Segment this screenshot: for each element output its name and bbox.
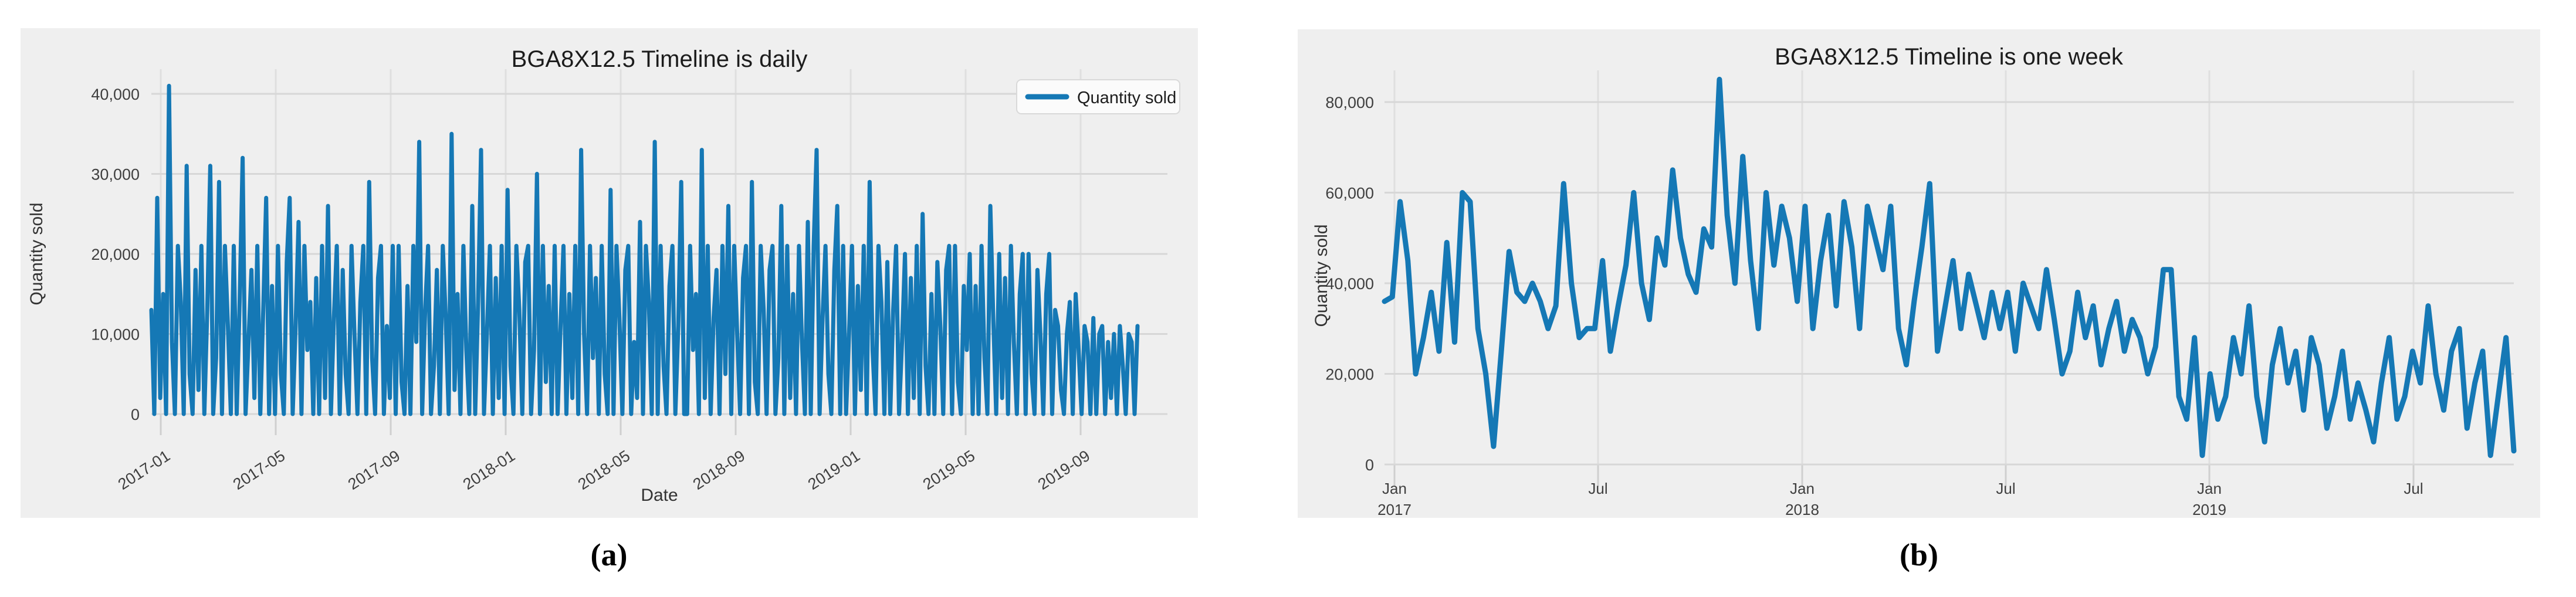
caption-b: (b) [1900,537,1938,572]
chart-b-title: BGA8X12.5 Timeline is one week [1775,44,2124,70]
series-line-quantity-sold [149,83,1140,416]
x-axis-tick-label: Jan [1790,480,1815,497]
series-line-quantity-sold [1382,76,2517,458]
chart-b-ylabel: Quantity sold [1312,224,1331,327]
y-axis-tick-label: 0 [131,406,140,423]
legend-label: Quantity sold [1077,89,1176,107]
caption-a: (a) [591,537,628,572]
x-axis-tick-label: Jan [1382,480,1407,497]
x-axis-tick-label-year: 2019 [2192,501,2226,518]
x-axis-tick-label: Jul [1588,480,1607,497]
y-axis-tick-label: 80,000 [1325,94,1374,111]
y-axis-tick-label: 20,000 [1325,366,1374,384]
chart-b-plot: 0 20,000 40,000 60,000 80,000 Jan 2017 Jul Jan 20… [1325,70,2517,518]
x-axis-tick-label: Jul [1996,480,2015,497]
y-axis-tick-label: 30,000 [91,166,140,184]
x-axis-tick-label-year: 2017 [1377,501,1411,518]
y-axis-tick-label: 0 [1365,456,1374,474]
y-axis-tick-label: 60,000 [1325,185,1374,202]
y-axis-tick-label: 40,000 [91,86,140,103]
x-axis-tick-label-year: 2018 [1785,501,1819,518]
chart-a-ylabel: Quantity sold [27,202,46,305]
y-axis-tick-label: 20,000 [91,246,140,263]
legend: Quantity sold [1016,79,1180,114]
chart-a-xlabel: Date [641,486,678,505]
y-axis-tick-label: 40,000 [1325,275,1374,293]
y-axis-tick-label: 10,000 [91,326,140,344]
x-axis-tick-label: Jul [2404,480,2423,497]
legend-box [1016,79,1180,114]
x-axis-tick-label: Jan [2197,480,2222,497]
chart-a-title: BGA8X12.5 Timeline is daily [512,46,808,72]
